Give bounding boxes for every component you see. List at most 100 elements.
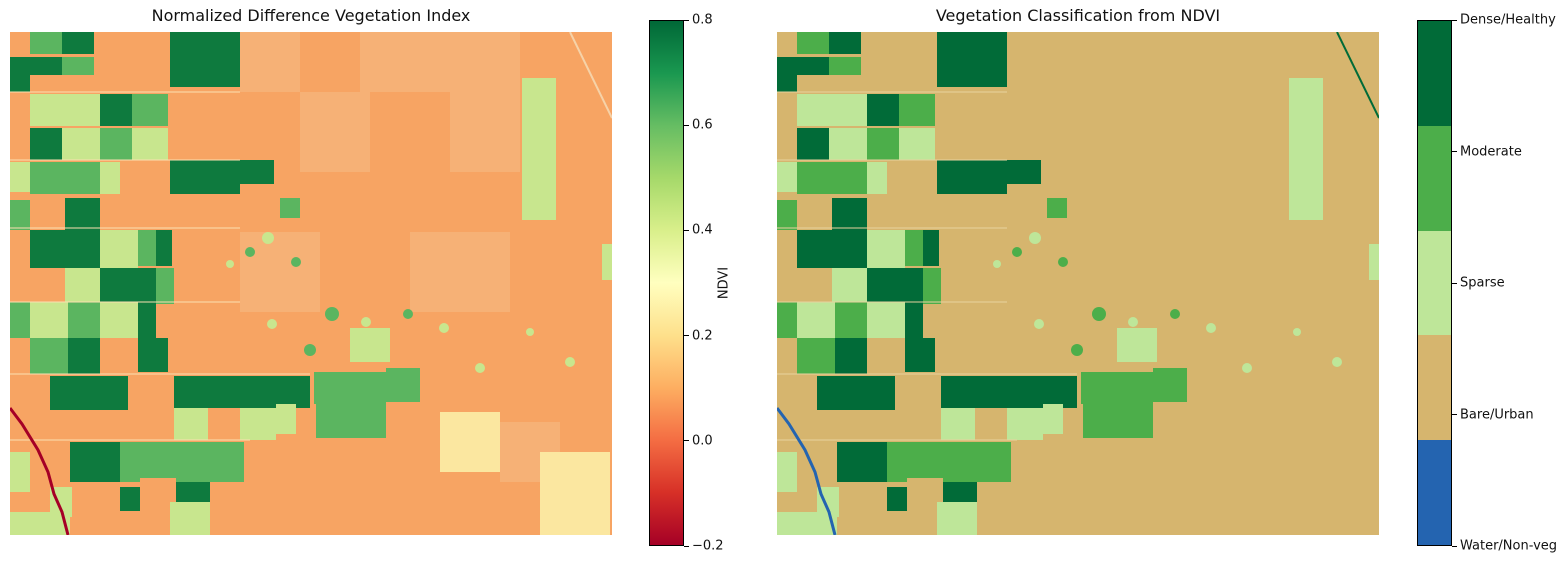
vegetation-speck [1071, 344, 1083, 356]
ndvi-field-patch [138, 302, 156, 338]
class-field-patch [1005, 160, 1041, 184]
ndvi-field-patch [90, 376, 128, 410]
class-field-patch [835, 338, 867, 374]
colorbar-tick-label: 0.6 [692, 117, 713, 133]
road-feature [569, 32, 612, 119]
ndvi-field-patch [386, 368, 420, 402]
class-field-patch [1047, 198, 1067, 218]
class-field-patch [923, 230, 939, 266]
river-feature [777, 407, 837, 535]
ndvi-field-patch [65, 268, 100, 304]
class-field-patch [941, 376, 1007, 408]
class-field-patch [977, 32, 1007, 62]
ndvi-background-tile [540, 452, 610, 535]
class-field-patch [817, 376, 857, 410]
class-field-patch [899, 94, 935, 126]
class-field-patch [829, 94, 867, 126]
class-field-patch [943, 442, 981, 482]
ndvi-chart-title: Normalized Difference Vegetation Index [151, 6, 471, 25]
colorbar-tick-label: 0.4 [692, 222, 713, 238]
ndvi-field-patch [62, 162, 100, 194]
colorbar-tick-mark [684, 440, 689, 442]
vegetation-speck [1242, 363, 1252, 373]
class-field-patch [797, 32, 829, 54]
class-field-patch [829, 57, 861, 75]
ndvi-field-patch [214, 442, 244, 482]
ndvi-field-patch [30, 230, 62, 268]
class-color-segment [1418, 230, 1451, 336]
class-field-patch [797, 302, 835, 338]
ndvi-field-patch [120, 442, 140, 482]
ndvi-field-patch [62, 32, 94, 54]
vegetation-speck [403, 309, 413, 319]
ndvi-field-patch [350, 404, 386, 438]
ndvi-field-patch [100, 162, 120, 194]
class-tick-label: Bare/Urban [1460, 407, 1534, 422]
colorbar-tick-mark [684, 545, 689, 547]
colorbar-tick-mark [684, 124, 689, 126]
class-field-patch [937, 502, 977, 535]
ndvi-field-patch [174, 376, 240, 408]
road-feature [1336, 32, 1379, 119]
class-tick-mark [1452, 414, 1457, 415]
class-field-patch [1117, 372, 1153, 404]
class-field-patch [1007, 376, 1043, 408]
ndvi-field-patch [62, 57, 94, 75]
class-field-patch [1043, 404, 1063, 434]
class-field-patch [1117, 404, 1153, 438]
ndvi-field-patch [156, 268, 174, 304]
classification-chart-title: Vegetation Classification from NDVI [935, 6, 1221, 25]
ndvi-field-patch [602, 244, 612, 280]
ndvi-field-patch [140, 442, 176, 478]
ndvi-field-patch [62, 94, 100, 126]
ndvi-background-tile [450, 92, 520, 172]
colorbar-tick-label: 0.2 [692, 328, 713, 344]
colorbar-tick-mark [684, 335, 689, 337]
ndvi-field-patch [70, 442, 120, 482]
class-tick-label: Sparse [1460, 275, 1505, 291]
vegetation-speck [361, 317, 371, 327]
ndvi-background-tile [370, 92, 450, 172]
class-field-patch [867, 268, 905, 304]
ndvi-field-patch [350, 372, 386, 404]
class-field-patch [832, 198, 867, 230]
class-tick-mark [1452, 151, 1457, 152]
class-field-patch [777, 452, 797, 492]
ndvi-field-patch [238, 160, 274, 184]
ndvi-field-patch [68, 302, 100, 338]
class-field-patch [857, 376, 895, 410]
vegetation-speck [1092, 307, 1106, 321]
class-tick-label: Dense/Healthy [1460, 12, 1556, 28]
colorbar-tick-label: 0.8 [692, 12, 713, 28]
ndvi-background-tile [440, 412, 500, 472]
vegetation-speck [1128, 317, 1138, 327]
class-field-patch [923, 268, 941, 304]
class-field-patch [837, 442, 887, 482]
ndvi-field-patch [276, 376, 310, 408]
class-field-patch [867, 128, 899, 160]
ndvi-heatmap [10, 32, 612, 535]
ndvi-background-tile [240, 32, 300, 92]
class-color-segment [1418, 21, 1451, 126]
ndvi-field-patch [170, 502, 210, 535]
river-feature [10, 407, 70, 535]
ndvi-field-patch [132, 94, 168, 126]
class-field-patch [1289, 78, 1323, 132]
ndvi-field-patch [30, 338, 68, 374]
class-field-patch [829, 32, 861, 54]
vegetation-speck [226, 260, 234, 268]
class-field-patch [905, 230, 923, 266]
class-field-patch [797, 94, 829, 126]
class-field-patch [867, 230, 905, 268]
ndvi-background-tile [430, 32, 520, 92]
ndvi-field-patch [522, 132, 556, 220]
class-field-patch [777, 57, 797, 77]
class-field-patch [867, 94, 899, 126]
ndvi-field-patch [280, 198, 300, 218]
class-field-patch [981, 442, 1011, 482]
classification-colorbar [1417, 20, 1452, 546]
class-tick-label: Water/Non-veg [1460, 538, 1558, 554]
ndvi-field-patch [138, 268, 158, 304]
ndvi-field-patch [10, 162, 30, 192]
ndvi-field-patch [100, 302, 138, 338]
